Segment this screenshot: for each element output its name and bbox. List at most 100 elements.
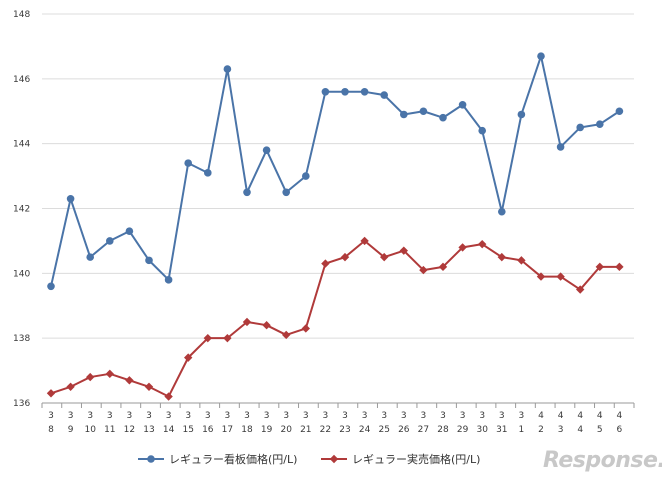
data-point [66,194,75,203]
data-point [537,52,545,60]
data-point [223,65,232,73]
data-point [556,272,565,281]
x-tick-day: 15 [182,425,193,435]
series-layer [46,52,624,401]
x-tick-month: 3 [166,411,172,421]
data-point [380,91,389,99]
x-tick-day: 4 [577,425,583,435]
y-tick-label: 138 [13,334,30,344]
series-line [50,239,620,398]
data-point [360,236,369,246]
data-point [596,120,604,129]
x-tick-day: 8 [48,425,54,435]
data-point [595,262,604,272]
x-tick-day: 3 [558,425,564,435]
y-tick-label: 146 [13,75,30,85]
x-tick-day: 25 [378,425,389,435]
x-tick-month: 3 [381,411,387,421]
data-point [282,188,291,197]
data-point [86,253,94,261]
data-point [125,376,134,385]
data-point [517,256,526,265]
x-tick-month: 3 [362,411,368,421]
data-point [164,392,173,401]
x-tick-day: 16 [202,425,214,435]
legend-item-2: レギュラー実売価格(円/L) [321,452,480,466]
data-point [380,252,389,262]
gridlines [42,13,634,339]
data-point [125,227,134,235]
x-tick-month: 3 [421,411,427,421]
x-tick-day: 23 [339,425,350,435]
data-point [203,333,212,343]
y-tick-label: 136 [13,399,30,409]
x-tick-month: 3 [499,411,505,421]
x-tick-month: 3 [48,411,54,421]
data-point [86,372,95,382]
data-point [66,382,75,391]
x-tick-month: 3 [323,411,329,421]
x-tick-month: 4 [617,411,623,421]
x-tick-day: 29 [457,425,469,435]
x-tick-day: 2 [538,425,544,435]
x-tick-day: 11 [104,425,115,435]
data-point [458,100,467,109]
x-tick-month: 3 [127,411,133,421]
data-point [164,276,173,284]
y-tick-label: 144 [13,140,30,150]
x-tick-month: 3 [519,411,525,421]
data-point [223,333,232,343]
x-axis-ticks: 3839310311312313314315316317318319320321… [48,411,622,435]
x-tick-month: 3 [479,411,485,421]
x-tick-month: 4 [558,411,564,421]
x-tick-month: 3 [303,411,309,421]
x-tick-day: 1 [519,425,525,435]
x-tick-day: 24 [359,425,371,435]
data-point [498,207,506,216]
x-axis [41,402,635,408]
data-point [145,256,153,265]
series-1 [47,52,624,291]
series-2 [46,236,624,401]
legend: レギュラー看板価格(円/L) レギュラー実売価格(円/L) [138,452,480,466]
data-point [399,246,408,255]
data-point [340,252,350,262]
legend-marker [329,454,339,464]
data-point [243,188,251,197]
data-point [204,169,212,177]
x-tick-month: 3 [205,411,211,421]
x-tick-day: 12 [124,425,135,435]
x-tick-day: 30 [476,425,488,435]
data-point [536,272,546,281]
x-tick-day: 21 [300,425,311,435]
data-point [478,239,487,249]
data-point [556,143,565,151]
x-tick-day: 10 [84,425,96,435]
x-tick-day: 22 [320,425,331,435]
x-tick-day: 28 [437,425,449,435]
response-watermark: Response. [543,448,662,473]
data-point [615,107,624,116]
data-point [144,382,154,391]
data-point [438,262,448,272]
x-tick-month: 4 [597,411,603,421]
x-tick-day: 6 [617,425,623,435]
x-tick-month: 3 [283,411,289,421]
x-tick-month: 3 [225,411,231,421]
x-tick-day: 26 [398,425,410,435]
x-tick-month: 3 [68,411,74,421]
data-point [105,369,114,379]
legend-label: レギュラー実売価格(円/L) [352,452,480,466]
data-point [242,317,252,327]
data-point [517,110,526,119]
data-point [301,324,310,333]
data-point [321,88,330,96]
data-point [321,259,330,268]
x-tick-month: 3 [185,411,191,421]
data-point [341,88,349,96]
data-point [106,237,114,245]
x-tick-day: 18 [241,425,253,435]
data-point [184,159,192,167]
y-axis-ticks: 136 138 140 142 144 146 148 [13,10,30,409]
x-tick-month: 3 [87,411,93,421]
